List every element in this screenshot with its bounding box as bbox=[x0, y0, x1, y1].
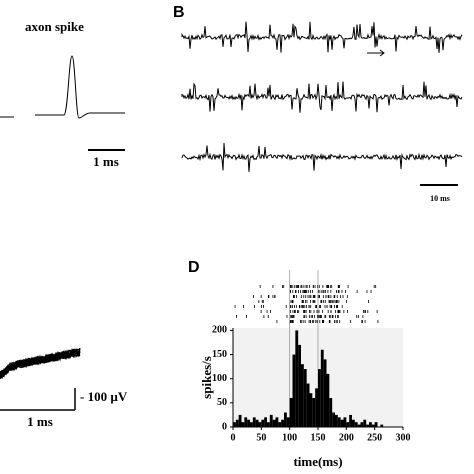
bar bbox=[286, 417, 290, 427]
raster bbox=[234, 285, 379, 323]
scale-label: - 100 µV bbox=[80, 389, 128, 404]
traces bbox=[181, 21, 463, 172]
y-tick-label: 50 bbox=[217, 397, 227, 408]
bar bbox=[250, 422, 253, 427]
x-tick-label: 0 bbox=[231, 432, 236, 443]
trace bbox=[181, 21, 463, 53]
bar bbox=[329, 398, 333, 427]
bar bbox=[267, 422, 270, 427]
bar bbox=[301, 364, 304, 427]
bar bbox=[235, 419, 239, 427]
bar bbox=[346, 422, 350, 427]
bar bbox=[298, 344, 301, 427]
x-tick-label: 150 bbox=[311, 432, 326, 443]
bar bbox=[315, 388, 318, 427]
y-tick-label: 0 bbox=[222, 421, 227, 432]
bar bbox=[255, 419, 259, 427]
panel-label: B bbox=[173, 4, 185, 21]
spike-trace bbox=[0, 55, 125, 119]
waveform-overlay bbox=[0, 347, 81, 380]
bar bbox=[238, 414, 242, 427]
bar bbox=[335, 414, 338, 427]
x-axis-label: time(ms) bbox=[293, 454, 342, 469]
bar bbox=[258, 422, 262, 427]
panel-a-title: axon spike bbox=[25, 19, 84, 34]
y-tick-label: 150 bbox=[212, 349, 227, 360]
bar bbox=[363, 419, 367, 427]
bar bbox=[366, 424, 369, 427]
y-tick-label: 100 bbox=[212, 373, 227, 384]
bar bbox=[295, 330, 299, 427]
bar bbox=[275, 417, 279, 427]
bar bbox=[244, 417, 248, 427]
scale-label: 1 ms bbox=[27, 414, 53, 429]
bar bbox=[320, 349, 324, 427]
bar bbox=[360, 422, 364, 427]
bar bbox=[374, 422, 378, 427]
x-tick-label: 300 bbox=[396, 432, 411, 443]
bar bbox=[323, 359, 327, 427]
bar bbox=[357, 424, 361, 427]
bar bbox=[281, 419, 284, 427]
bar bbox=[269, 414, 273, 427]
bar bbox=[340, 419, 344, 427]
bar bbox=[289, 398, 293, 427]
bar bbox=[241, 422, 245, 427]
bar bbox=[371, 424, 375, 427]
x-tick-label: 200 bbox=[339, 432, 354, 443]
bar bbox=[309, 393, 313, 427]
x-tick-label: 100 bbox=[282, 432, 297, 443]
scale-label: 10 ms bbox=[430, 194, 450, 203]
bar bbox=[332, 412, 335, 427]
bar bbox=[369, 422, 372, 427]
bar bbox=[312, 398, 316, 427]
trace bbox=[181, 142, 463, 172]
bar bbox=[326, 373, 330, 427]
bar bbox=[261, 419, 265, 427]
bar bbox=[380, 424, 384, 427]
y-tick-label: 200 bbox=[212, 325, 227, 336]
y-axis-label: spikes/s bbox=[199, 356, 214, 399]
bar bbox=[318, 369, 321, 427]
bar bbox=[278, 422, 282, 427]
bar bbox=[284, 412, 287, 427]
bar bbox=[306, 383, 310, 427]
bar bbox=[247, 419, 250, 427]
bar bbox=[264, 417, 267, 427]
bar bbox=[303, 369, 307, 427]
x-tick-label: 250 bbox=[367, 432, 382, 443]
bar bbox=[354, 422, 358, 427]
bar bbox=[233, 422, 236, 427]
waveform bbox=[0, 348, 81, 380]
bar bbox=[343, 417, 347, 427]
scale-bar bbox=[0, 388, 76, 411]
trace bbox=[181, 81, 463, 113]
bar bbox=[272, 419, 276, 427]
bar bbox=[337, 417, 341, 427]
x-tick-label: 50 bbox=[256, 432, 266, 443]
scale-label: 1 ms bbox=[93, 154, 119, 169]
histogram: 0 50 100 150 200 0 50 100 150 200 250 300 time(ms) sp… bbox=[199, 270, 411, 469]
arrow bbox=[367, 49, 385, 57]
bar bbox=[292, 354, 296, 427]
bar bbox=[352, 419, 355, 427]
bar bbox=[252, 417, 256, 427]
bar bbox=[349, 414, 352, 427]
panel-label: D bbox=[188, 259, 200, 276]
